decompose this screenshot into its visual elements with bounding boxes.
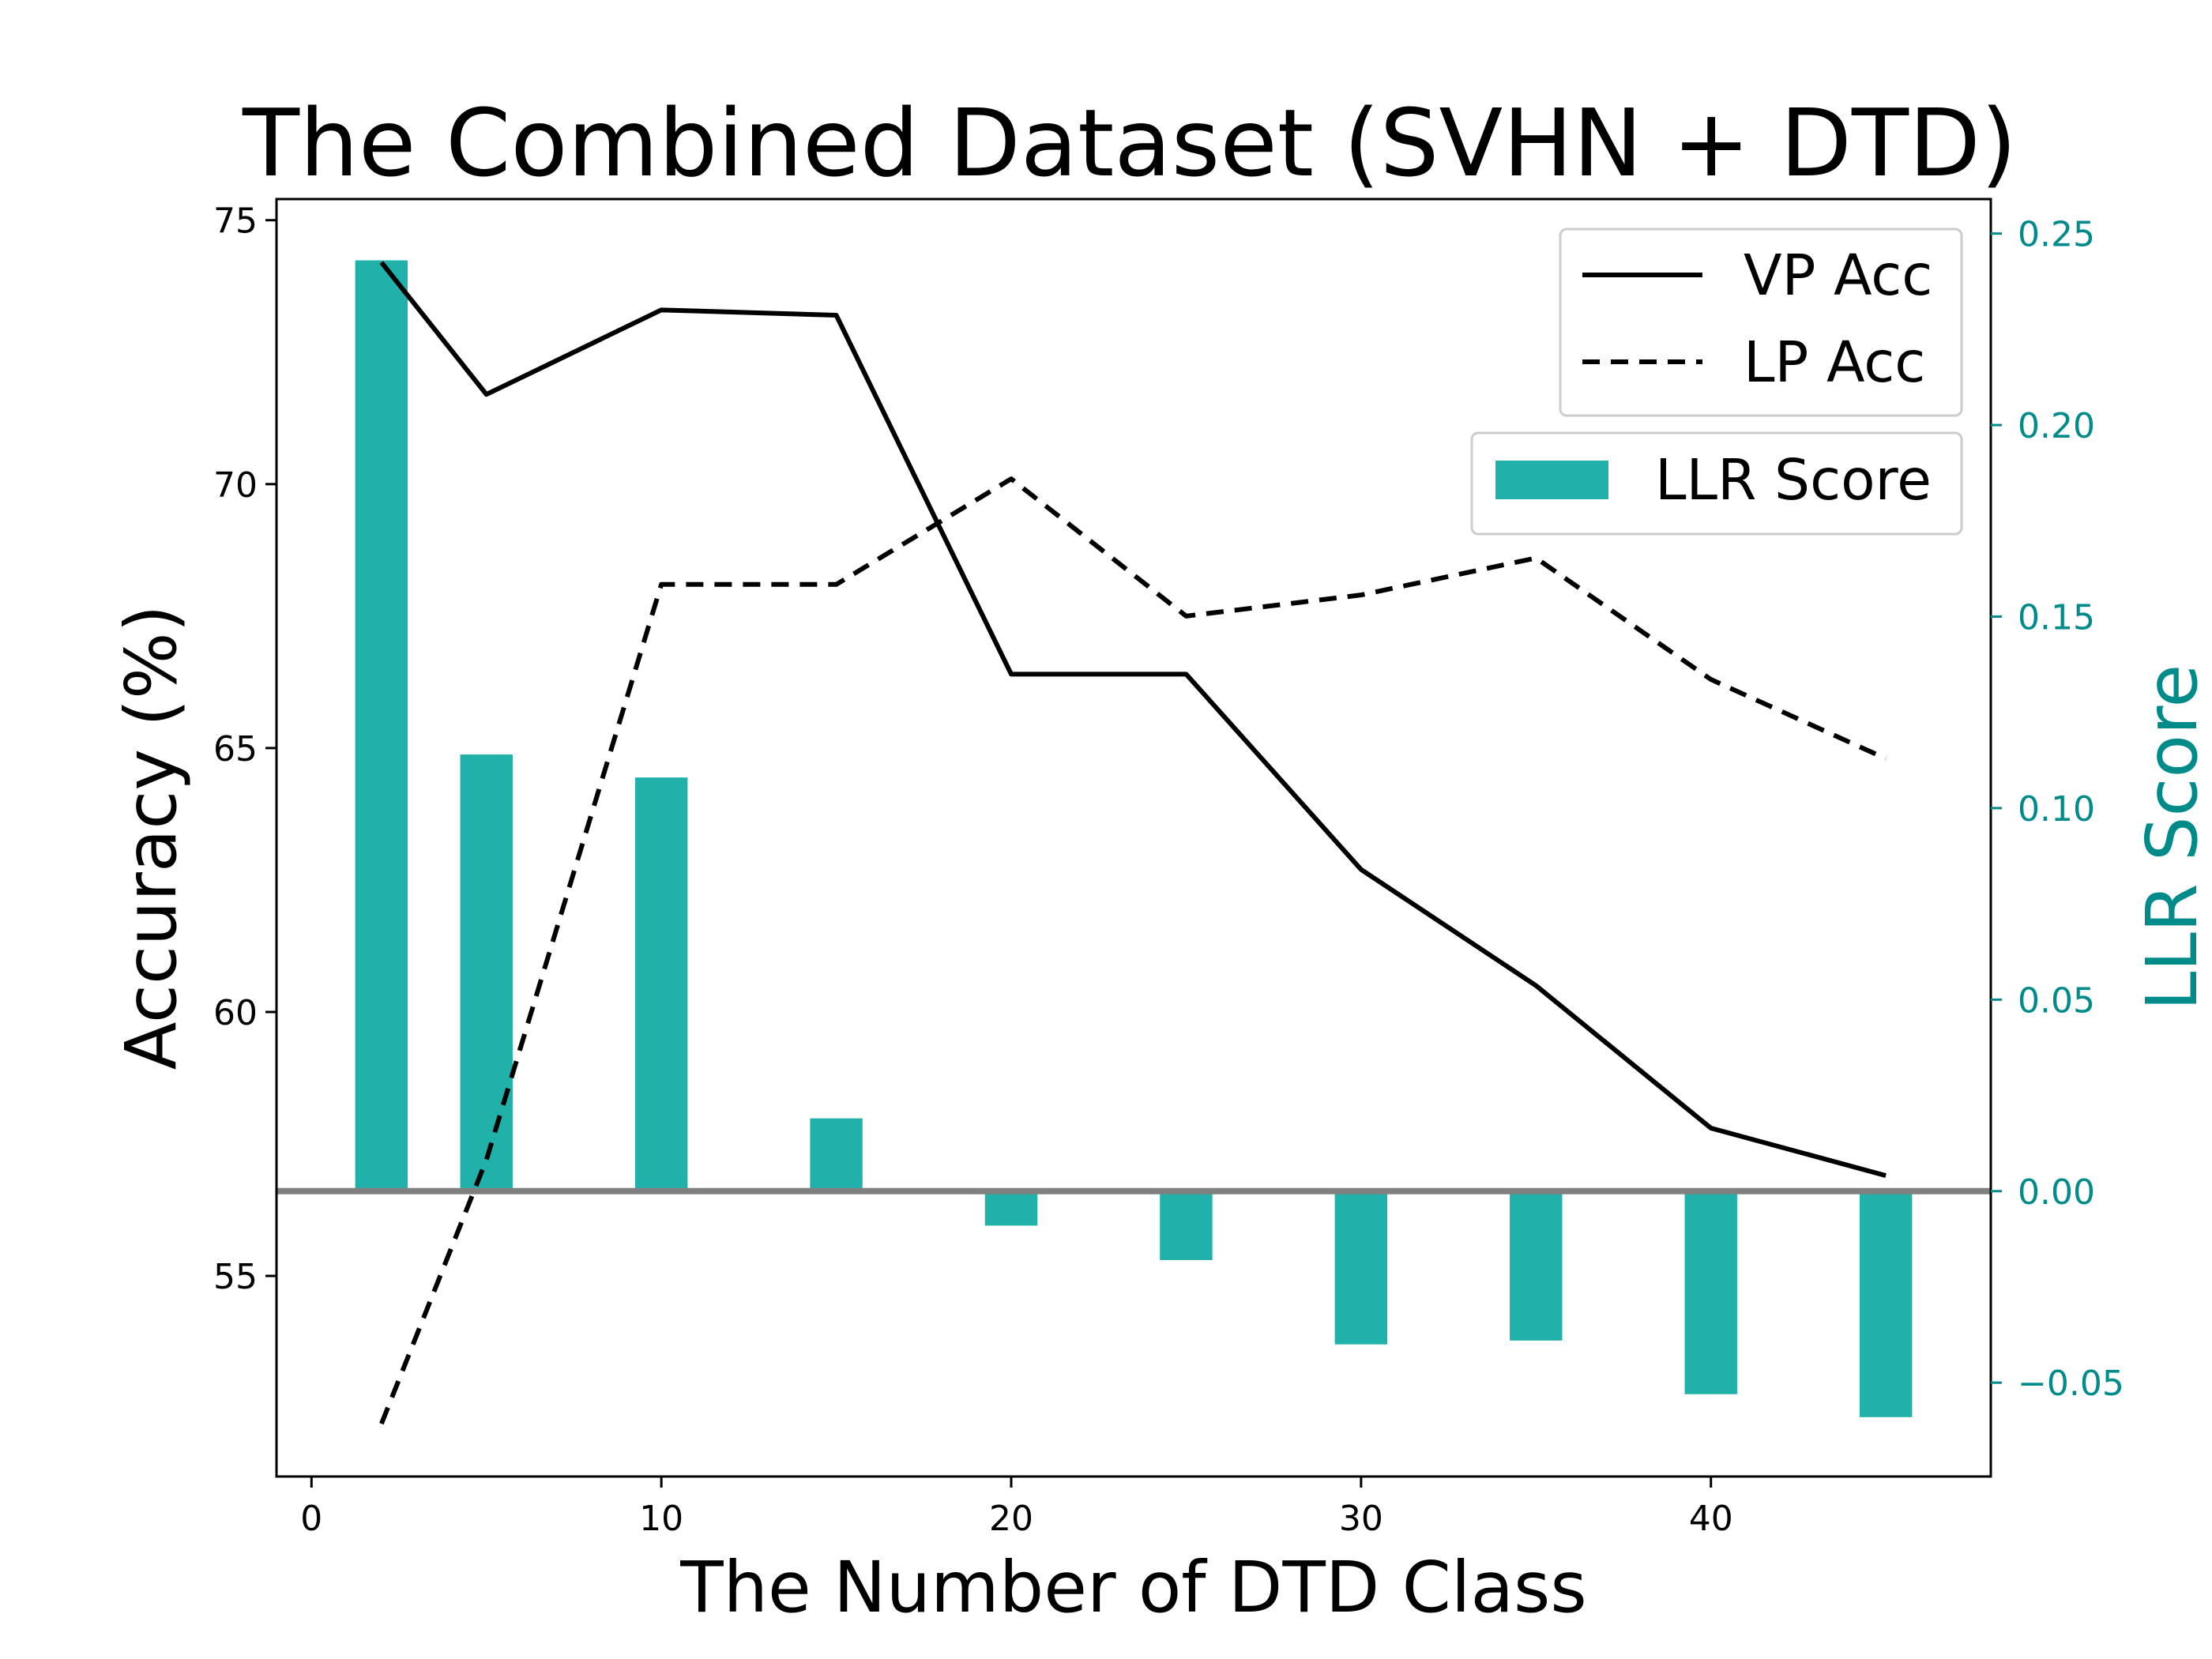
- llr-bar: [1160, 1191, 1213, 1261]
- x-tick-label: 40: [1689, 1499, 1733, 1539]
- chart-title: The Combined Dataset (SVHN + DTD): [242, 88, 2017, 198]
- llr-bar: [810, 1118, 863, 1191]
- llr-bar: [1684, 1191, 1737, 1394]
- y-tick-label: 70: [213, 465, 258, 506]
- y-tick-label: 75: [213, 201, 258, 242]
- legend-lp-label: LP Acc: [1744, 329, 1925, 395]
- x-axis-label: The Number of DTD Class: [679, 1546, 1587, 1628]
- y2-tick-label: −0.05: [2018, 1364, 2124, 1404]
- legend-llr-label: LLR Score: [1655, 447, 1932, 513]
- legend-vp-label: VP Acc: [1744, 243, 1932, 308]
- y2-tick-label: 0.15: [2018, 597, 2095, 638]
- y2-tick-label: 0.05: [2018, 980, 2095, 1021]
- legend-bars-frame: [1470, 431, 1963, 536]
- x-tick-label: 30: [1339, 1499, 1383, 1539]
- legend-bars: LLR Score: [1470, 431, 1963, 536]
- llr-bar: [355, 260, 408, 1191]
- llr-bars: [355, 260, 1913, 1417]
- y-axis-ticks: 55 60 65 70 75: [213, 201, 276, 1297]
- x-axis-ticks: 0 10 20 30 40: [300, 1477, 1733, 1539]
- llr-bar: [1859, 1191, 1913, 1417]
- llr-bar: [984, 1191, 1038, 1226]
- legend-llr-swatch: [1495, 461, 1608, 499]
- y-axis-label: Accuracy (%): [110, 605, 192, 1070]
- y-tick-label: 55: [213, 1257, 258, 1297]
- y2-tick-label: 0.10: [2018, 789, 2095, 830]
- y2-tick-label: 0.00: [2018, 1172, 2095, 1213]
- plot-frame: [275, 198, 1992, 1478]
- y2-axis-ticks: −0.05 0.00 0.05 0.10 0.15 0.20 0.25: [1991, 215, 2124, 1404]
- x-tick-label: 10: [639, 1499, 683, 1539]
- y2-tick-label: 0.25: [2018, 215, 2095, 255]
- lp-acc-line: [379, 476, 1887, 1425]
- legend-lines: VP Acc LP Acc: [1559, 228, 1963, 417]
- llr-bar: [1510, 1191, 1563, 1341]
- y2-tick-label: 0.20: [2018, 406, 2095, 446]
- llr-bar: [634, 777, 688, 1191]
- llr-bar: [1334, 1191, 1388, 1345]
- llr-bar: [460, 754, 513, 1191]
- x-tick-label: 0: [300, 1499, 322, 1539]
- y2-axis-label: LLR Score: [2131, 664, 2212, 1011]
- y-tick-label: 60: [213, 993, 258, 1033]
- accuracy-lines: [379, 261, 1887, 1425]
- y-tick-label: 65: [213, 729, 258, 769]
- x-tick-label: 20: [989, 1499, 1033, 1539]
- vp-acc-line: [379, 261, 1887, 1179]
